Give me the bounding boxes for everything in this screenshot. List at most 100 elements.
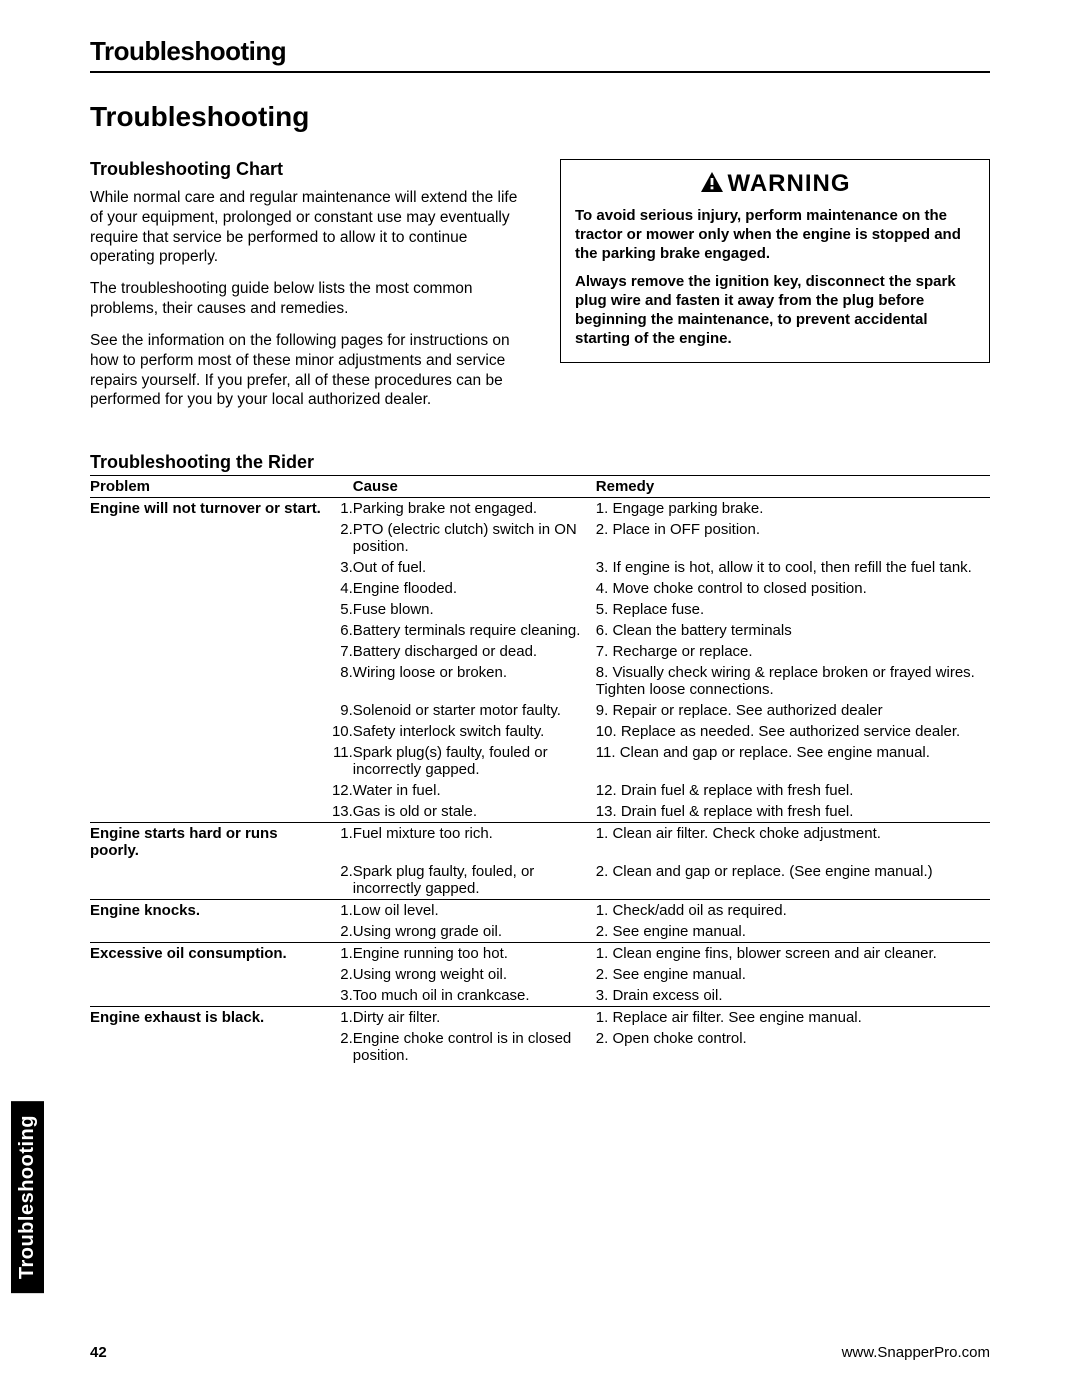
remedy-cell: 4. Move choke control to closed position…	[596, 578, 990, 599]
cause-cell: Too much oil in crankcase.	[353, 985, 596, 1007]
cause-number: 2.	[324, 1028, 353, 1066]
remedy-cell: 1. Clean air filter. Check choke adjustm…	[596, 823, 990, 862]
problem-cell	[90, 641, 324, 662]
remedy-cell: 2. Clean and gap or replace. (See engine…	[596, 861, 990, 900]
problem-cell	[90, 780, 324, 801]
warning-box: WARNING To avoid serious injury, perform…	[560, 159, 990, 363]
remedy-cell: 8. Visually check wiring & replace broke…	[596, 662, 990, 700]
cause-cell: Fuse blown.	[353, 599, 596, 620]
problem-cell	[90, 964, 324, 985]
cause-cell: Safety interlock switch faulty.	[353, 721, 596, 742]
chart-heading: Troubleshooting Chart	[90, 159, 520, 180]
problem-cell: Engine starts hard or runs poorly.	[90, 823, 324, 862]
table-title: Troubleshooting the Rider	[90, 452, 990, 473]
remedy-cell: 1. Replace air filter. See engine manual…	[596, 1007, 990, 1029]
remedy-cell: 2. Place in OFF position.	[596, 519, 990, 557]
remedy-cell: 5. Replace fuse.	[596, 599, 990, 620]
remedy-cell: 1. Engage parking brake.	[596, 498, 990, 520]
col-header-blank	[324, 476, 353, 498]
cause-number: 1.	[324, 823, 353, 862]
cause-number: 3.	[324, 985, 353, 1007]
cause-cell: Battery terminals require cleaning.	[353, 620, 596, 641]
problem-cell	[90, 1028, 324, 1066]
problem-cell	[90, 861, 324, 900]
cause-number: 12.	[324, 780, 353, 801]
cause-cell: Using wrong grade oil.	[353, 921, 596, 943]
cause-number: 7.	[324, 641, 353, 662]
cause-cell: Gas is old or stale.	[353, 801, 596, 823]
cause-number: 5.	[324, 599, 353, 620]
cause-cell: Dirty air filter.	[353, 1007, 596, 1029]
cause-cell: PTO (electric clutch) switch in ON posit…	[353, 519, 596, 557]
col-header-remedy: Remedy	[596, 476, 990, 498]
problem-cell	[90, 921, 324, 943]
cause-number: 11.	[324, 742, 353, 780]
cause-number: 6.	[324, 620, 353, 641]
intro-column: Troubleshooting Chart While normal care …	[90, 159, 520, 422]
cause-number: 4.	[324, 578, 353, 599]
cause-number: 8.	[324, 662, 353, 700]
cause-cell: Spark plug faulty, fouled, or incorrectl…	[353, 861, 596, 900]
remedy-cell: 2. See engine manual.	[596, 921, 990, 943]
footer-url: www.SnapperPro.com	[842, 1344, 990, 1361]
cause-number: 1.	[324, 943, 353, 965]
remedy-cell: 1. Clean engine fins, blower screen and …	[596, 943, 990, 965]
remedy-cell: 3. Drain excess oil.	[596, 985, 990, 1007]
cause-cell: Fuel mixture too rich.	[353, 823, 596, 862]
problem-cell	[90, 721, 324, 742]
cause-cell: Engine running too hot.	[353, 943, 596, 965]
cause-number: 9.	[324, 700, 353, 721]
problem-cell: Engine exhaust is black.	[90, 1007, 324, 1029]
cause-cell: Using wrong weight oil.	[353, 964, 596, 985]
problem-cell: Excessive oil consumption.	[90, 943, 324, 965]
remedy-cell: 3. If engine is hot, allow it to cool, t…	[596, 557, 990, 578]
cause-cell: Low oil level.	[353, 900, 596, 922]
cause-number: 10.	[324, 721, 353, 742]
remedy-cell: 1. Check/add oil as required.	[596, 900, 990, 922]
problem-cell	[90, 700, 324, 721]
cause-number: 2.	[324, 519, 353, 557]
side-tab: Troubleshooting	[11, 1101, 44, 1293]
cause-cell: Engine flooded.	[353, 578, 596, 599]
intro-paragraph: While normal care and regular maintenanc…	[90, 188, 520, 267]
cause-number: 2.	[324, 861, 353, 900]
cause-number: 3.	[324, 557, 353, 578]
cause-cell: Solenoid or starter motor faulty.	[353, 700, 596, 721]
cause-cell: Spark plug(s) faulty, fouled or incorrec…	[353, 742, 596, 780]
remedy-cell: 9. Repair or replace. See authorized dea…	[596, 700, 990, 721]
cause-number: 13.	[324, 801, 353, 823]
col-header-cause: Cause	[353, 476, 596, 498]
remedy-cell: 6. Clean the battery terminals	[596, 620, 990, 641]
problem-cell	[90, 557, 324, 578]
section-header: Troubleshooting	[90, 36, 990, 73]
problem-cell: Engine will not turnover or start.	[90, 498, 324, 520]
cause-number: 2.	[324, 964, 353, 985]
cause-cell: Engine choke control is in closed positi…	[353, 1028, 596, 1066]
problem-cell	[90, 742, 324, 780]
cause-number: 1.	[324, 498, 353, 520]
intro-paragraph: The troubleshooting guide below lists th…	[90, 279, 520, 319]
cause-cell: Parking brake not engaged.	[353, 498, 596, 520]
cause-number: 1.	[324, 1007, 353, 1029]
problem-cell	[90, 985, 324, 1007]
remedy-cell: 10. Replace as needed. See authorized se…	[596, 721, 990, 742]
problem-cell	[90, 801, 324, 823]
problem-cell	[90, 620, 324, 641]
problem-cell	[90, 578, 324, 599]
problem-cell	[90, 599, 324, 620]
page-footer: 42 www.SnapperPro.com	[90, 1344, 990, 1361]
page-number: 42	[90, 1344, 107, 1361]
warning-paragraph: To avoid serious injury, perform mainten…	[575, 206, 975, 264]
cause-cell: Out of fuel.	[353, 557, 596, 578]
page-title: Troubleshooting	[90, 101, 990, 133]
cause-number: 2.	[324, 921, 353, 943]
remedy-cell: 11. Clean and gap or replace. See engine…	[596, 742, 990, 780]
col-header-problem: Problem	[90, 476, 324, 498]
remedy-cell: 12. Drain fuel & replace with fresh fuel…	[596, 780, 990, 801]
problem-cell	[90, 519, 324, 557]
problem-cell	[90, 662, 324, 700]
cause-cell: Water in fuel.	[353, 780, 596, 801]
warning-title: WARNING	[575, 170, 975, 198]
remedy-cell: 2. Open choke control.	[596, 1028, 990, 1066]
troubleshooting-table: Problem Cause Remedy Engine will not tur…	[90, 475, 990, 1066]
